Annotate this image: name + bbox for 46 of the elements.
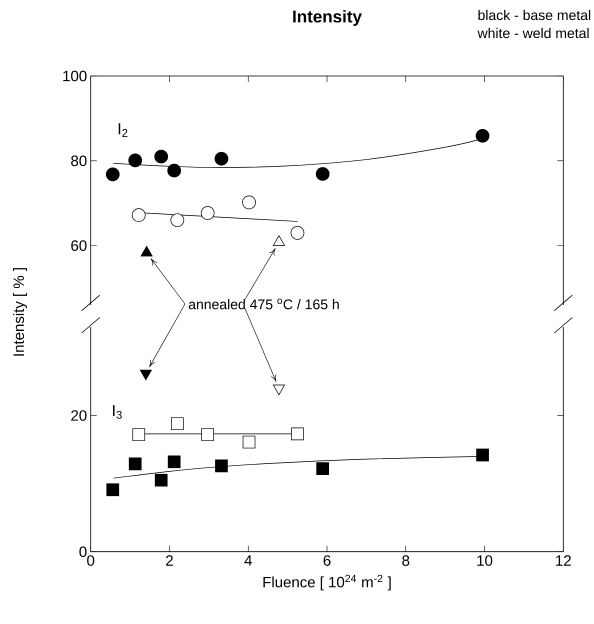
x-tick-label: 6 [323,555,330,566]
x-tick-label: 8 [402,555,410,566]
annotation: I$_{2}$ [118,123,128,137]
point [154,150,168,164]
point [272,384,285,396]
point [290,226,304,240]
text: black - base metal [478,10,590,20]
point [242,436,256,448]
point [214,460,228,472]
point [316,462,329,475]
point [154,474,168,487]
y-tick-label: 20 [71,410,86,421]
point [475,128,490,143]
point [128,154,142,168]
point [106,483,119,496]
point [201,428,214,441]
point [168,455,180,468]
x-tick-label: 4 [244,555,252,566]
point [290,428,304,440]
x-tick-label: 2 [166,555,173,566]
y-tick-label: 0 [79,546,86,558]
x-tick-label: 12 [556,555,571,566]
x-tick-label: 10 [477,555,492,566]
point [132,208,146,222]
y-tick-label: 100 [63,70,86,82]
chart-title: Intensity [292,10,362,26]
point [476,448,489,462]
point [132,428,145,441]
point [167,164,181,178]
point [128,458,142,470]
y-axis-title: Intensity [ % ] [12,268,27,356]
x-axis-title: Fluence [ 10$^{24}$ m$^{-2}$ ] [263,574,390,590]
annotation: I$_{3}$ [112,405,122,419]
y-tick-label: 80 [70,155,86,166]
point [200,206,214,220]
point [242,196,256,210]
point [214,152,228,166]
point [170,213,184,228]
point [106,168,120,182]
point [140,370,152,380]
y-tick-label: 60 [71,240,86,251]
text: white - weld metal [477,28,588,38]
x-tick-label: 0 [86,555,94,566]
point [170,417,184,430]
point [316,167,330,181]
annotation: annealed 475 $^{o}$C / 165 h [188,298,339,310]
